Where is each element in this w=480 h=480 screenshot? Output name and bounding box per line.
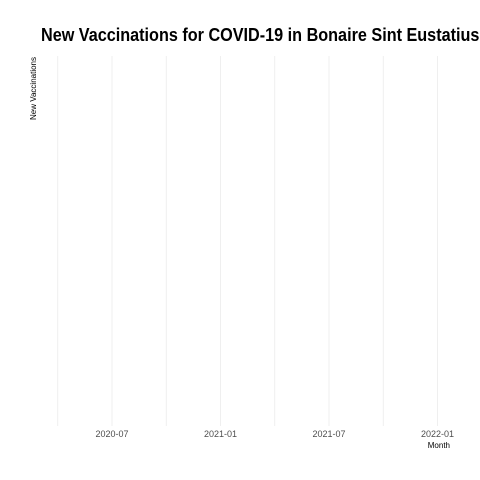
x-axis-label: Month (428, 441, 450, 450)
x-tick-label: 2021-07 (312, 429, 345, 439)
x-tick-label: 2022-01 (421, 429, 454, 439)
x-tick-label: 2020-07 (95, 429, 128, 439)
x-tick-labels: 2020-07 2021-01 2021-07 2022-01 (95, 429, 454, 439)
grid-layer (57, 56, 438, 426)
chart-title: New Vaccinations for COVID-19 in Bonaire… (41, 25, 480, 45)
x-tick-label: 2021-01 (204, 429, 237, 439)
y-axis-label: New Vaccinations (29, 57, 38, 120)
